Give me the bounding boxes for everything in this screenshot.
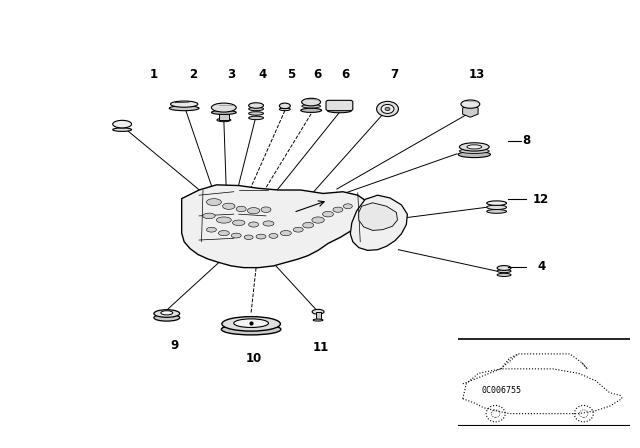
Ellipse shape — [203, 213, 215, 219]
Ellipse shape — [218, 231, 229, 236]
Text: 11: 11 — [312, 341, 329, 354]
Ellipse shape — [460, 149, 489, 154]
Ellipse shape — [211, 103, 236, 112]
Ellipse shape — [301, 108, 321, 112]
Ellipse shape — [231, 233, 241, 238]
Ellipse shape — [323, 211, 333, 217]
Ellipse shape — [161, 311, 173, 315]
Polygon shape — [350, 195, 408, 250]
Bar — [316, 312, 321, 319]
Ellipse shape — [248, 107, 264, 111]
Ellipse shape — [333, 207, 343, 212]
Ellipse shape — [467, 145, 482, 149]
Ellipse shape — [497, 273, 511, 276]
Ellipse shape — [207, 198, 221, 206]
Ellipse shape — [301, 98, 321, 106]
Ellipse shape — [312, 310, 324, 314]
Text: 1: 1 — [149, 68, 157, 81]
Ellipse shape — [207, 227, 216, 232]
Ellipse shape — [169, 106, 199, 111]
Ellipse shape — [486, 201, 507, 205]
Ellipse shape — [269, 233, 278, 238]
Ellipse shape — [256, 234, 266, 239]
Ellipse shape — [248, 222, 259, 227]
Ellipse shape — [280, 108, 291, 111]
Ellipse shape — [248, 103, 264, 108]
Polygon shape — [182, 185, 367, 267]
Ellipse shape — [293, 227, 303, 232]
Polygon shape — [359, 203, 397, 230]
Ellipse shape — [461, 100, 480, 108]
Ellipse shape — [232, 220, 245, 225]
Ellipse shape — [280, 231, 291, 236]
Ellipse shape — [261, 207, 271, 212]
Ellipse shape — [170, 101, 198, 107]
Ellipse shape — [497, 266, 511, 271]
Ellipse shape — [263, 221, 274, 226]
Ellipse shape — [221, 324, 281, 335]
Text: 7: 7 — [390, 68, 398, 81]
Text: 4: 4 — [259, 68, 267, 81]
Ellipse shape — [248, 207, 260, 214]
Ellipse shape — [236, 206, 246, 212]
Ellipse shape — [344, 204, 352, 209]
Ellipse shape — [154, 314, 180, 321]
Ellipse shape — [248, 112, 264, 115]
Text: 12: 12 — [533, 193, 549, 206]
FancyBboxPatch shape — [326, 100, 353, 111]
Circle shape — [385, 107, 390, 111]
Text: 8: 8 — [522, 134, 531, 147]
Text: 9: 9 — [170, 339, 179, 352]
Text: 3: 3 — [227, 68, 236, 81]
Ellipse shape — [486, 205, 507, 210]
Ellipse shape — [234, 319, 269, 327]
Text: 13: 13 — [468, 68, 485, 81]
Text: 2: 2 — [189, 68, 197, 81]
Circle shape — [381, 104, 394, 113]
Ellipse shape — [211, 110, 236, 115]
Ellipse shape — [222, 317, 280, 331]
Ellipse shape — [244, 235, 253, 240]
Text: 0C006755: 0C006755 — [481, 386, 522, 395]
Ellipse shape — [303, 223, 314, 228]
Ellipse shape — [497, 270, 511, 273]
Ellipse shape — [113, 128, 132, 131]
Text: 10: 10 — [246, 352, 262, 365]
Ellipse shape — [458, 151, 490, 158]
Text: 6: 6 — [313, 68, 321, 81]
Ellipse shape — [460, 143, 489, 151]
Ellipse shape — [216, 217, 231, 223]
Ellipse shape — [313, 319, 323, 321]
Ellipse shape — [301, 104, 321, 108]
Ellipse shape — [312, 217, 324, 223]
Ellipse shape — [486, 210, 507, 213]
Bar — [219, 112, 229, 120]
Ellipse shape — [328, 108, 351, 113]
Ellipse shape — [280, 103, 291, 108]
Ellipse shape — [217, 118, 231, 122]
Text: 4: 4 — [537, 260, 545, 273]
Ellipse shape — [248, 116, 264, 120]
Polygon shape — [463, 105, 478, 117]
Ellipse shape — [154, 310, 180, 317]
Circle shape — [376, 101, 399, 116]
Text: 5: 5 — [287, 68, 295, 81]
Ellipse shape — [113, 121, 132, 128]
Text: 6: 6 — [341, 68, 349, 81]
Ellipse shape — [223, 203, 235, 209]
